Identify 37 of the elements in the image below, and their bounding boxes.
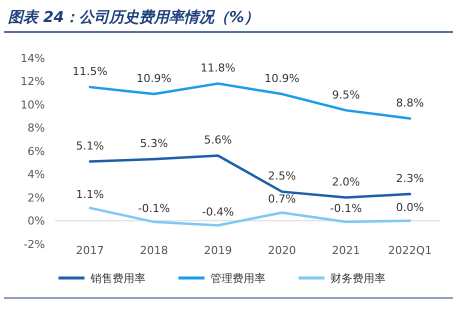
x-tick-label: 2018 (140, 244, 168, 257)
x-tick-label: 2022Q1 (388, 244, 432, 257)
legend-label: 财务费用率 (330, 272, 386, 285)
data-label: 9.5% (332, 88, 360, 102)
data-label: 5.6% (204, 134, 232, 147)
y-tick-label: 0% (28, 214, 45, 228)
data-label: 5.1% (76, 139, 104, 152)
data-label: -0.1% (138, 202, 170, 215)
x-tick-label: 2020 (268, 244, 296, 257)
y-tick-label: 10% (20, 98, 45, 112)
data-label: 1.1% (76, 188, 104, 201)
chart-title: 图表 24：公司历史费用率情况（%） (8, 8, 260, 26)
y-tick-label: 8% (28, 122, 45, 135)
x-tick-label: 2017 (76, 244, 104, 257)
legend-label: 管理费用率 (210, 272, 266, 285)
data-label: 2.3% (396, 172, 424, 186)
data-label: 10.9% (264, 72, 300, 86)
data-label: -0.4% (202, 205, 234, 218)
data-label: 2.0% (332, 176, 360, 188)
data-label: 10.9% (136, 72, 172, 86)
data-label: -0.1% (330, 202, 362, 215)
y-tick-label: 12% (20, 75, 45, 88)
data-label: 5.3% (140, 137, 168, 150)
y-tick-label: 2% (28, 191, 45, 204)
data-label: 8.8% (396, 96, 424, 110)
data-label: 2.5% (268, 170, 296, 183)
y-tick-label: 6% (28, 144, 45, 158)
x-tick-label: 2019 (204, 244, 232, 257)
x-tick-label: 2021 (332, 244, 360, 257)
y-tick-label: -2% (24, 238, 45, 251)
legend-label: 销售费用率 (90, 272, 146, 285)
y-tick-label: 4% (28, 168, 45, 182)
data-label: 11.5% (72, 65, 108, 78)
data-label: 11.8% (200, 62, 236, 75)
data-label: 0.7% (268, 192, 296, 206)
y-tick-label: 14% (20, 52, 45, 65)
data-label: 0.0% (396, 200, 424, 214)
